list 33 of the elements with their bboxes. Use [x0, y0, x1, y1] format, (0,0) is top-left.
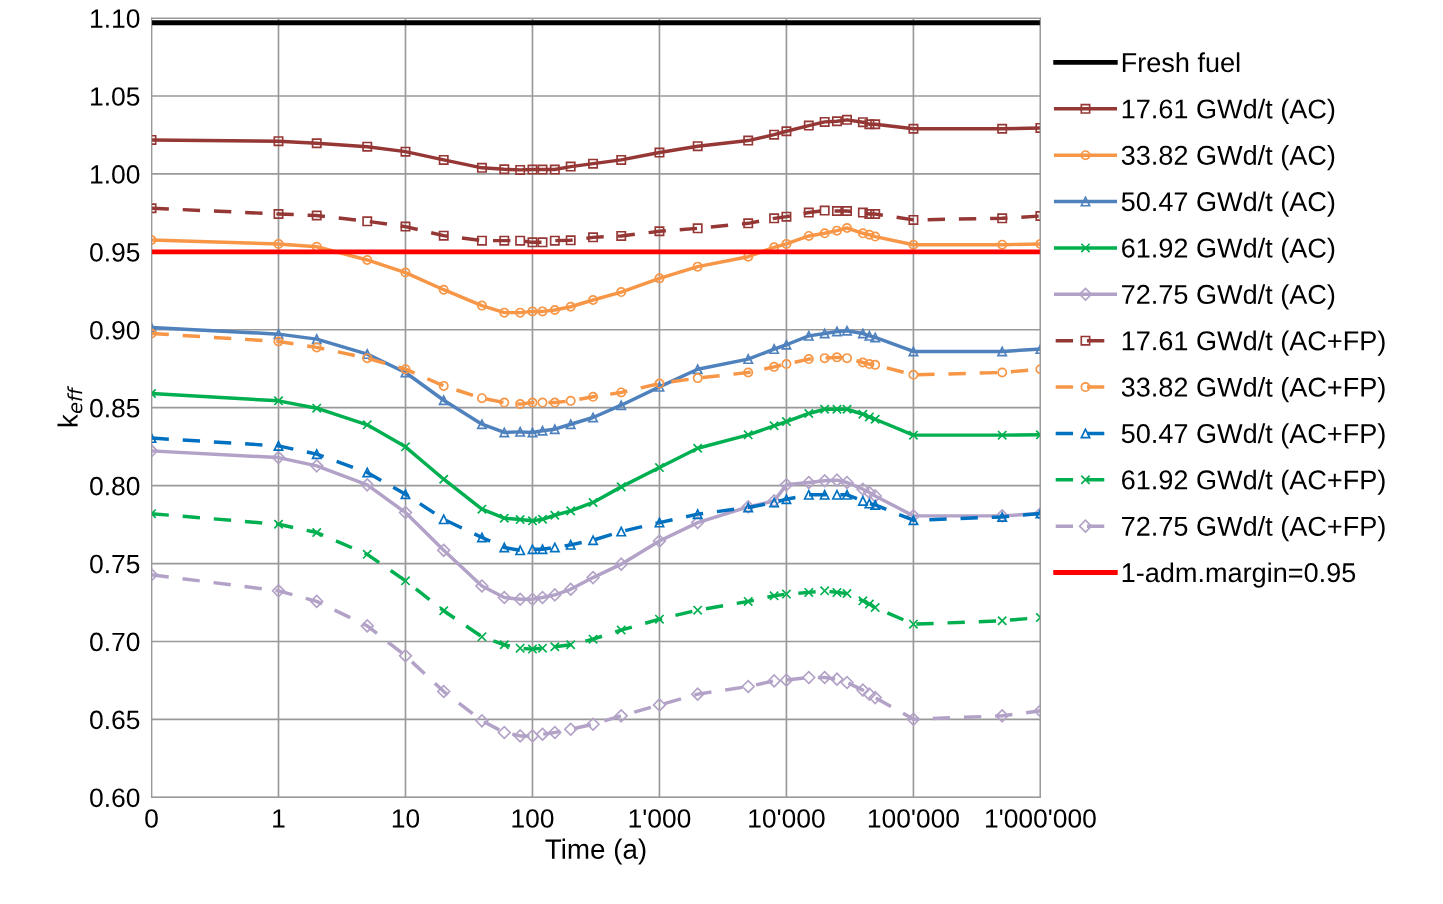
legend-label: 17.61 GWd/t (AC): [1122, 98, 1335, 124]
x-tick-label: 100'000: [868, 809, 959, 828]
legend-label: 50.47 GWd/t (AC): [1121, 191, 1335, 217]
legend-label: 72.75 GWd/t (AC+FP): [1122, 516, 1385, 542]
legend-label: 33.82 GWd/t (AC+FP): [1121, 376, 1385, 403]
legend-label: 61.92 GWd/t (AC): [1122, 237, 1335, 264]
x-tick-label: 10'000: [749, 809, 825, 828]
y-tick-label: 0.90: [90, 320, 140, 340]
legend-label: 17.61 GWd/t (AC+FP): [1122, 330, 1385, 356]
x-tick-label: 100: [512, 809, 554, 828]
legend-label: 33.82 GWd/t (AC): [1121, 145, 1335, 171]
y-tick-label: 0.85: [90, 398, 140, 418]
y-tick-label: 0.70: [90, 632, 140, 652]
legend-label: 61.92 GWd/t (AC+FP): [1122, 469, 1385, 495]
y-tick-label: 0.60: [90, 788, 140, 808]
y-axis-title: k$_{eff}$: [57, 385, 83, 427]
y-tick-label: 0.80: [90, 476, 140, 496]
legend-label: 72.75 GWd/t (AC): [1122, 284, 1335, 310]
y-tick-label: 0.65: [90, 710, 140, 730]
x-axis-title: Time (a): [545, 838, 646, 865]
y-tick-label: 0.95: [90, 242, 140, 262]
legend-label: 1-adm.margin=0.95: [1122, 562, 1356, 588]
y-tick-label: 1.10: [91, 9, 140, 28]
x-tick-label: 1'000'000: [986, 809, 1096, 828]
x-tick-label: 10: [392, 809, 420, 828]
y-tick-label: 0.75: [90, 554, 140, 574]
x-tick-label: 0: [145, 809, 158, 828]
y-tick-label: 1.05: [91, 87, 140, 106]
x-tick-label: 1: [273, 809, 285, 828]
x-tick-label: 1'000: [629, 809, 691, 828]
y-tick-label: 1.00: [91, 165, 140, 184]
legend-label: 50.47 GWd/t (AC+FP): [1121, 423, 1385, 449]
legend-label: Fresh fuel: [1122, 52, 1240, 73]
